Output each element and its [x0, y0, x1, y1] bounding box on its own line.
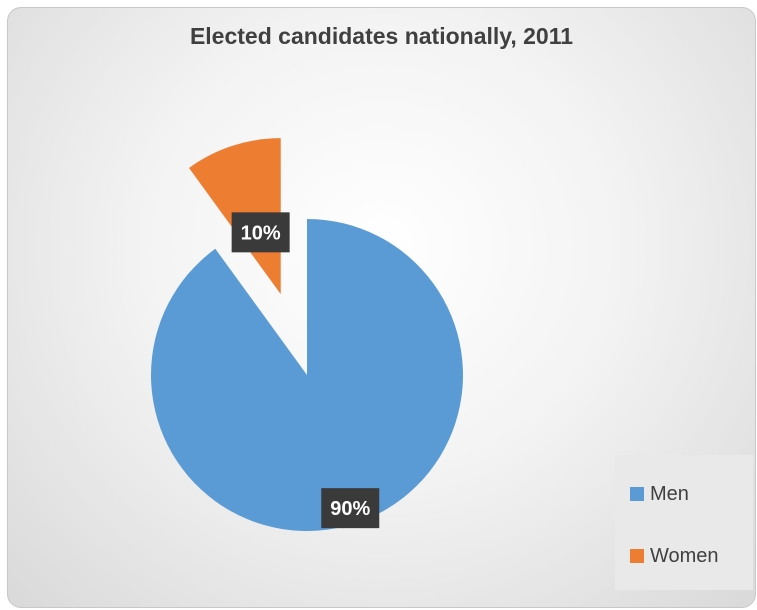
chart-area: Elected candidates nationally, 2011 90% 1… [7, 7, 756, 608]
pie-slice-men [151, 219, 464, 531]
data-label-men: 90% [330, 498, 370, 520]
data-label-box-women [231, 212, 290, 253]
legend-swatch-women [630, 549, 644, 563]
legend-label-men: Men [650, 482, 689, 505]
legend-item-women: Women [630, 543, 719, 569]
data-label-box-men [321, 488, 380, 529]
data-label-women: 10% [241, 222, 281, 244]
legend-label-women: Women [650, 544, 719, 567]
legend-swatch-men [630, 487, 644, 501]
pie-plot: 90% 10% [151, 138, 464, 531]
chart-title: Elected candidates nationally, 2011 [189, 23, 574, 49]
legend: Men Women [615, 455, 753, 590]
legend-item-men: Men [630, 481, 689, 507]
